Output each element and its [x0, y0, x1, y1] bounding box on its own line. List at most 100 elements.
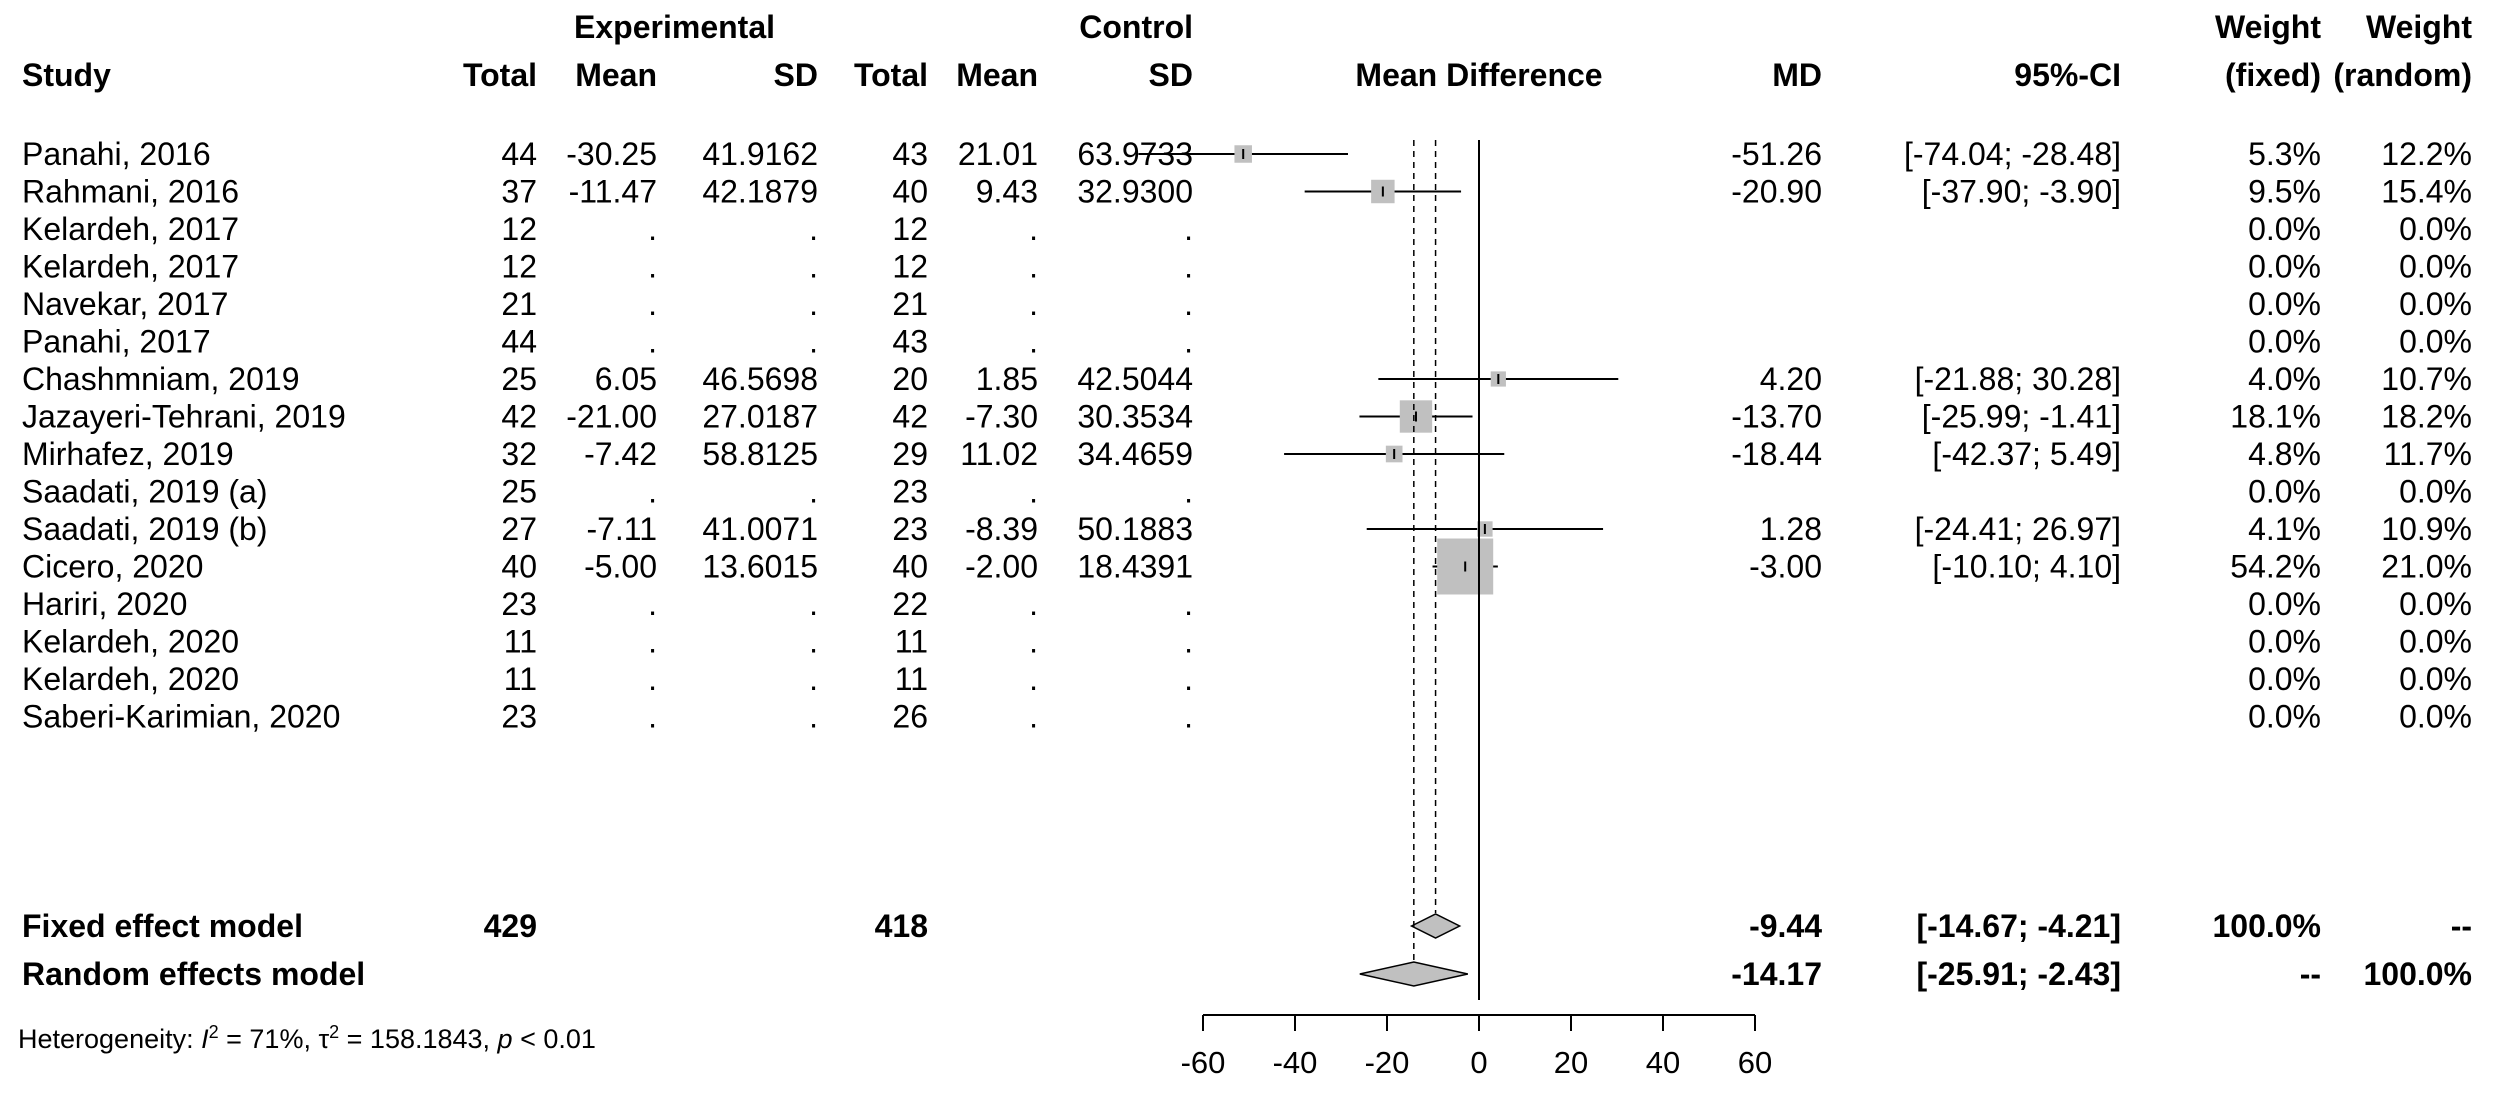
- c-total: 22: [892, 586, 928, 622]
- study-name: Jazayeri-Tehrani, 2019: [22, 399, 346, 435]
- e-mean: .: [648, 474, 657, 510]
- study-name: Rahmani, 2016: [22, 174, 239, 210]
- md-value: 1.28: [1760, 511, 1822, 547]
- e-total: 11: [504, 661, 537, 697]
- c-sd: .: [1184, 249, 1193, 285]
- c-total: 11: [895, 661, 928, 697]
- study-name: Saadati, 2019 (a): [22, 474, 268, 510]
- weight-fixed: 0.0%: [2248, 586, 2321, 622]
- i2-value: = 71%,: [219, 1024, 319, 1054]
- x-tick-label: -60: [1181, 1045, 1226, 1080]
- c-total: 29: [892, 436, 928, 472]
- random-weight-random: 100.0%: [2363, 956, 2472, 992]
- ci-value: [-42.37; 5.49]: [1932, 436, 2121, 472]
- c-sd: 18.4391: [1077, 549, 1193, 585]
- e-mean: .: [648, 249, 657, 285]
- header-c-total: Total: [854, 57, 928, 93]
- random-diamond: [1359, 961, 1468, 987]
- e-total: 11: [504, 624, 537, 660]
- weight-fixed: 0.0%: [2248, 286, 2321, 322]
- header-study: Study: [22, 57, 111, 93]
- md-value: -51.26: [1731, 136, 1822, 172]
- weight-fixed: 0.0%: [2248, 624, 2321, 660]
- e-mean: .: [648, 624, 657, 660]
- c-sd: .: [1184, 586, 1193, 622]
- weight-fixed: 4.8%: [2248, 436, 2321, 472]
- c-mean: -2.00: [965, 549, 1038, 585]
- x-tick-label: 0: [1470, 1045, 1487, 1080]
- weight-random: 0.0%: [2399, 586, 2472, 622]
- weight-random: 0.0%: [2399, 286, 2472, 322]
- c-sd: .: [1184, 211, 1193, 247]
- e-sd: .: [809, 211, 818, 247]
- x-tick-label: -20: [1365, 1045, 1410, 1080]
- c-sd: .: [1184, 286, 1193, 322]
- c-sd: 42.5044: [1077, 361, 1193, 397]
- c-mean: .: [1029, 249, 1038, 285]
- header-weight-fixed: Weight: [2215, 9, 2321, 45]
- weight-fixed: 4.1%: [2248, 511, 2321, 547]
- e-sd: .: [809, 324, 818, 360]
- weight-fixed: 4.0%: [2248, 361, 2321, 397]
- weight-random: 0.0%: [2399, 661, 2472, 697]
- e-total: 32: [501, 436, 537, 472]
- i2-superscript: 2: [209, 1022, 219, 1042]
- weight-fixed: 54.2%: [2230, 549, 2321, 585]
- c-sd: .: [1184, 661, 1193, 697]
- ci-value: [-25.99; -1.41]: [1922, 399, 2121, 435]
- c-mean: .: [1029, 286, 1038, 322]
- e-total: 44: [501, 324, 537, 360]
- e-sd: .: [809, 249, 818, 285]
- c-sd: .: [1184, 699, 1193, 735]
- x-tick-label: 60: [1738, 1045, 1772, 1080]
- ci-value: [-74.04; -28.48]: [1904, 136, 2121, 172]
- weight-fixed: 0.0%: [2248, 699, 2321, 735]
- random-md: -14.17: [1731, 956, 1822, 992]
- study-name: Saadati, 2019 (b): [22, 511, 268, 547]
- header-control: Control: [1079, 9, 1193, 45]
- e-mean: .: [648, 586, 657, 622]
- weight-random: 10.9%: [2381, 511, 2472, 547]
- study-name: Chashmniam, 2019: [22, 361, 299, 397]
- c-mean: .: [1029, 324, 1038, 360]
- c-total: 12: [892, 211, 928, 247]
- e-total: 37: [501, 174, 537, 210]
- e-sd: .: [809, 661, 818, 697]
- c-mean: .: [1029, 586, 1038, 622]
- study-name: Navekar, 2017: [22, 286, 228, 322]
- fixed-weight-random: --: [2451, 908, 2472, 944]
- tau-symbol: τ: [318, 1024, 329, 1054]
- e-sd: 13.6015: [702, 549, 818, 585]
- e-sd: .: [809, 474, 818, 510]
- c-mean: .: [1029, 699, 1038, 735]
- x-tick-label: 40: [1646, 1045, 1680, 1080]
- e-sd: 42.1879: [702, 174, 818, 210]
- c-mean: .: [1029, 624, 1038, 660]
- c-sd: 34.4659: [1077, 436, 1193, 472]
- c-sd: 32.9300: [1077, 174, 1193, 210]
- c-mean: 11.02: [960, 436, 1038, 472]
- weight-random: 0.0%: [2399, 211, 2472, 247]
- c-sd: 30.3534: [1077, 399, 1193, 435]
- header-weight-random: Weight: [2366, 9, 2472, 45]
- e-mean: .: [648, 286, 657, 322]
- e-total: 44: [501, 136, 537, 172]
- e-mean: -30.25: [566, 136, 657, 172]
- ci-value: [-24.41; 26.97]: [1915, 511, 2121, 547]
- e-total: 40: [501, 549, 537, 585]
- e-sd: .: [809, 699, 818, 735]
- c-sd: .: [1184, 624, 1193, 660]
- header-c-mean: Mean: [956, 57, 1038, 93]
- fixed-md: -9.44: [1749, 908, 1822, 944]
- header-e-total: Total: [463, 57, 537, 93]
- header-fixed: (fixed): [2225, 57, 2321, 93]
- c-mean: 1.85: [976, 361, 1038, 397]
- heterogeneity-prefix: Heterogeneity:: [18, 1024, 201, 1054]
- ci-value: [-21.88; 30.28]: [1915, 361, 2121, 397]
- tau2-value: = 158.1843,: [339, 1024, 497, 1054]
- weight-random: 0.0%: [2399, 699, 2472, 735]
- c-sd: 50.1883: [1077, 511, 1193, 547]
- weight-fixed: 0.0%: [2248, 211, 2321, 247]
- e-mean: -5.00: [584, 549, 657, 585]
- header-e-sd: SD: [774, 57, 818, 93]
